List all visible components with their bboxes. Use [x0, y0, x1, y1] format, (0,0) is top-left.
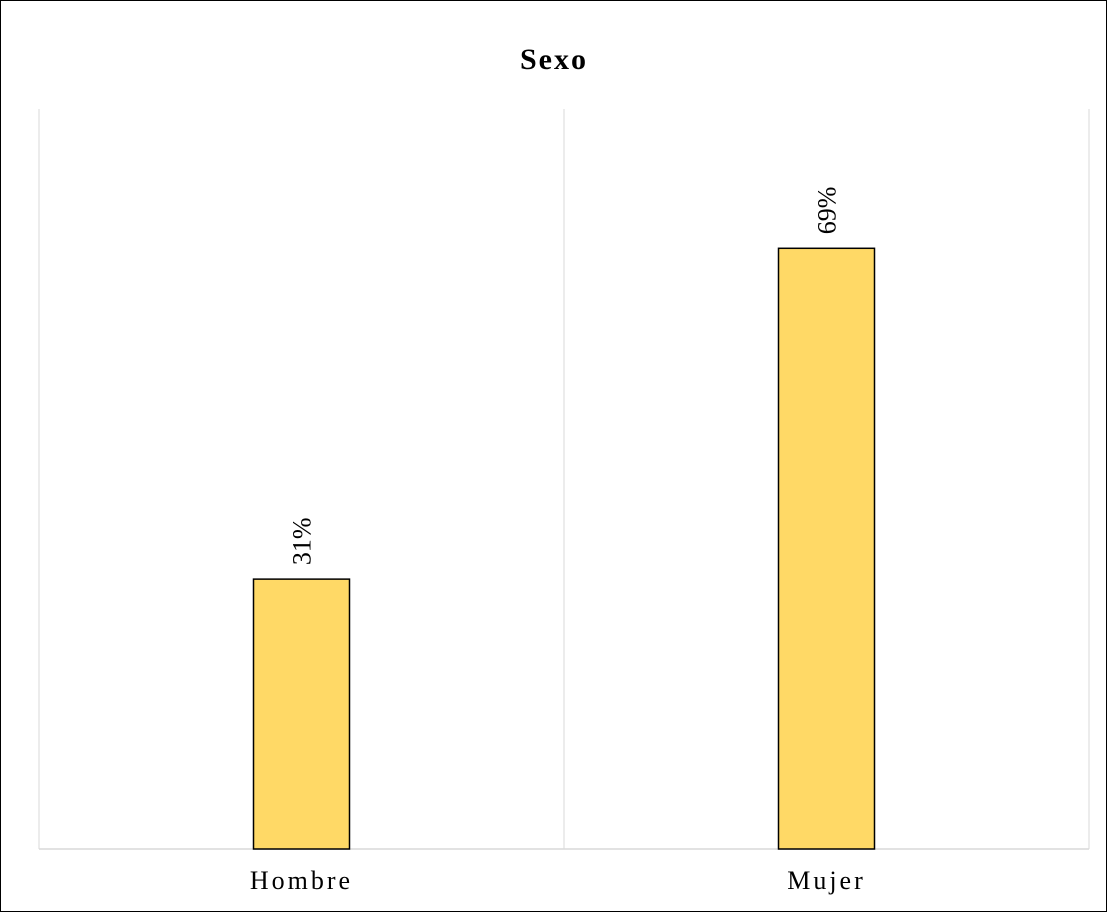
- data-label-hombre: 31%: [288, 517, 317, 565]
- x-tick-label-hombre: Hombre: [250, 866, 353, 895]
- x-axis-ticks: Hombre Mujer: [250, 866, 866, 895]
- x-tick-label-mujer: Mujer: [787, 866, 866, 895]
- data-label-mujer: 69%: [813, 187, 842, 235]
- chart-title: Sexo: [520, 43, 588, 76]
- bar-mujer: [777, 247, 876, 850]
- bar-hombre: [252, 578, 351, 850]
- bars-layer: [252, 247, 876, 850]
- labels-layer: 31% 69%: [288, 187, 842, 565]
- grid-layer: [38, 109, 1090, 850]
